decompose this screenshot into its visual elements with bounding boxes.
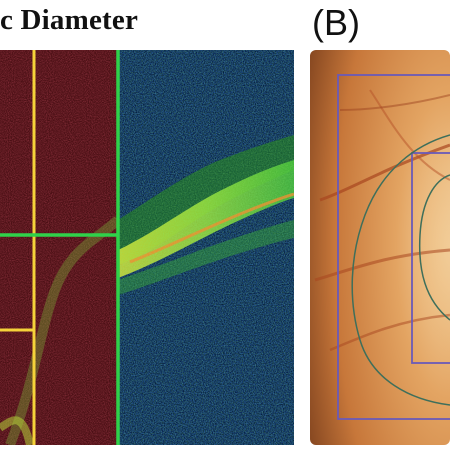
fundus-svg (310, 50, 450, 445)
panel-b-fundus-image (310, 50, 450, 445)
panel-a-title: c Diameter (0, 4, 139, 36)
outer-box (337, 74, 450, 420)
inner-box (411, 152, 450, 364)
disc-contour (351, 134, 450, 406)
panel-a-oct-image (0, 50, 294, 445)
oct-scan-svg (0, 50, 294, 445)
cup-contour (418, 174, 450, 321)
panel-b-label: (B) (312, 2, 360, 43)
